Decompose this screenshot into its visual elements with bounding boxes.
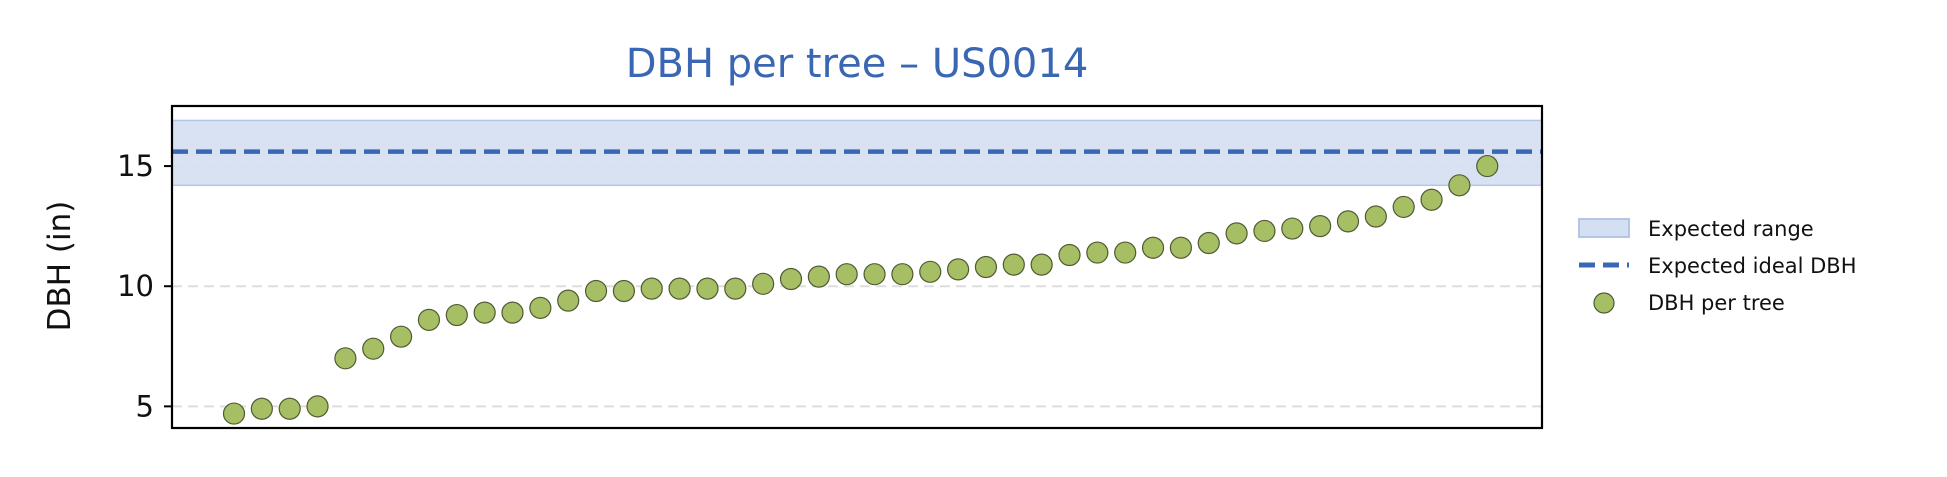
data-point-35 xyxy=(1169,236,1193,259)
y-tick-label-10: 10 xyxy=(117,269,154,303)
data-point-24 xyxy=(863,263,886,286)
data-point-19 xyxy=(724,277,747,300)
data-point-15 xyxy=(612,279,636,303)
data-point-10 xyxy=(473,301,496,324)
data-point-42 xyxy=(1364,205,1387,228)
legend-label-expected-range: Expected range xyxy=(1648,217,1814,241)
data-point-46 xyxy=(1476,154,1499,178)
data-point-8 xyxy=(417,308,441,331)
data-point-45 xyxy=(1448,174,1471,197)
legend: Expected range Expected ideal DBH DBH pe… xyxy=(1578,217,1856,315)
data-point-17 xyxy=(668,277,691,300)
data-point-18 xyxy=(696,277,719,300)
data-point-28 xyxy=(974,255,998,279)
data-point-22 xyxy=(807,265,830,288)
data-point-44 xyxy=(1420,188,1443,211)
data-point-20 xyxy=(752,272,775,295)
data-point-40 xyxy=(1309,215,1332,238)
legend-swatch-expected-range xyxy=(1578,218,1630,238)
data-point-36 xyxy=(1197,231,1220,255)
y-tick-label-15: 15 xyxy=(117,149,154,183)
legend-label-ideal-dbh: Expected ideal DBH xyxy=(1648,254,1856,278)
legend-label-dbh-per-tree: DBH per tree xyxy=(1648,291,1785,315)
data-point-34 xyxy=(1141,236,1165,259)
data-point-6 xyxy=(362,337,385,360)
data-point-33 xyxy=(1114,241,1137,264)
y-axis-label: DBH (in) xyxy=(42,201,78,332)
data-point-11 xyxy=(501,301,524,324)
y-tick-label-5: 5 xyxy=(136,389,154,423)
data-point-26 xyxy=(919,260,942,283)
plot-area: 5 10 15 xyxy=(117,104,1544,430)
data-point-39 xyxy=(1281,217,1304,240)
data-point-13 xyxy=(557,289,580,312)
data-point-5 xyxy=(334,347,357,370)
data-point-14 xyxy=(584,279,608,303)
data-point-16 xyxy=(640,277,663,300)
data-point-2 xyxy=(250,397,273,420)
data-point-3 xyxy=(278,397,301,420)
legend-swatch-point xyxy=(1593,292,1615,314)
data-point-31 xyxy=(1058,243,1081,267)
data-point-32 xyxy=(1086,241,1109,264)
data-point-29 xyxy=(1002,253,1025,276)
data-point-12 xyxy=(529,296,552,319)
data-point-38 xyxy=(1253,219,1276,243)
data-point-30 xyxy=(1030,253,1053,276)
chart-title: DBH per tree – US0014 xyxy=(626,41,1089,87)
data-point-21 xyxy=(779,267,803,291)
data-point-43 xyxy=(1392,195,1415,219)
data-point-25 xyxy=(891,263,914,286)
data-point-23 xyxy=(835,263,858,286)
data-point-37 xyxy=(1225,222,1248,245)
data-point-27 xyxy=(946,258,970,281)
data-point-41 xyxy=(1336,210,1360,233)
data-point-7 xyxy=(390,325,413,348)
data-point-1 xyxy=(222,402,246,425)
data-point-9 xyxy=(445,303,468,327)
data-point-4 xyxy=(306,395,329,418)
plot-frame xyxy=(170,104,1544,430)
